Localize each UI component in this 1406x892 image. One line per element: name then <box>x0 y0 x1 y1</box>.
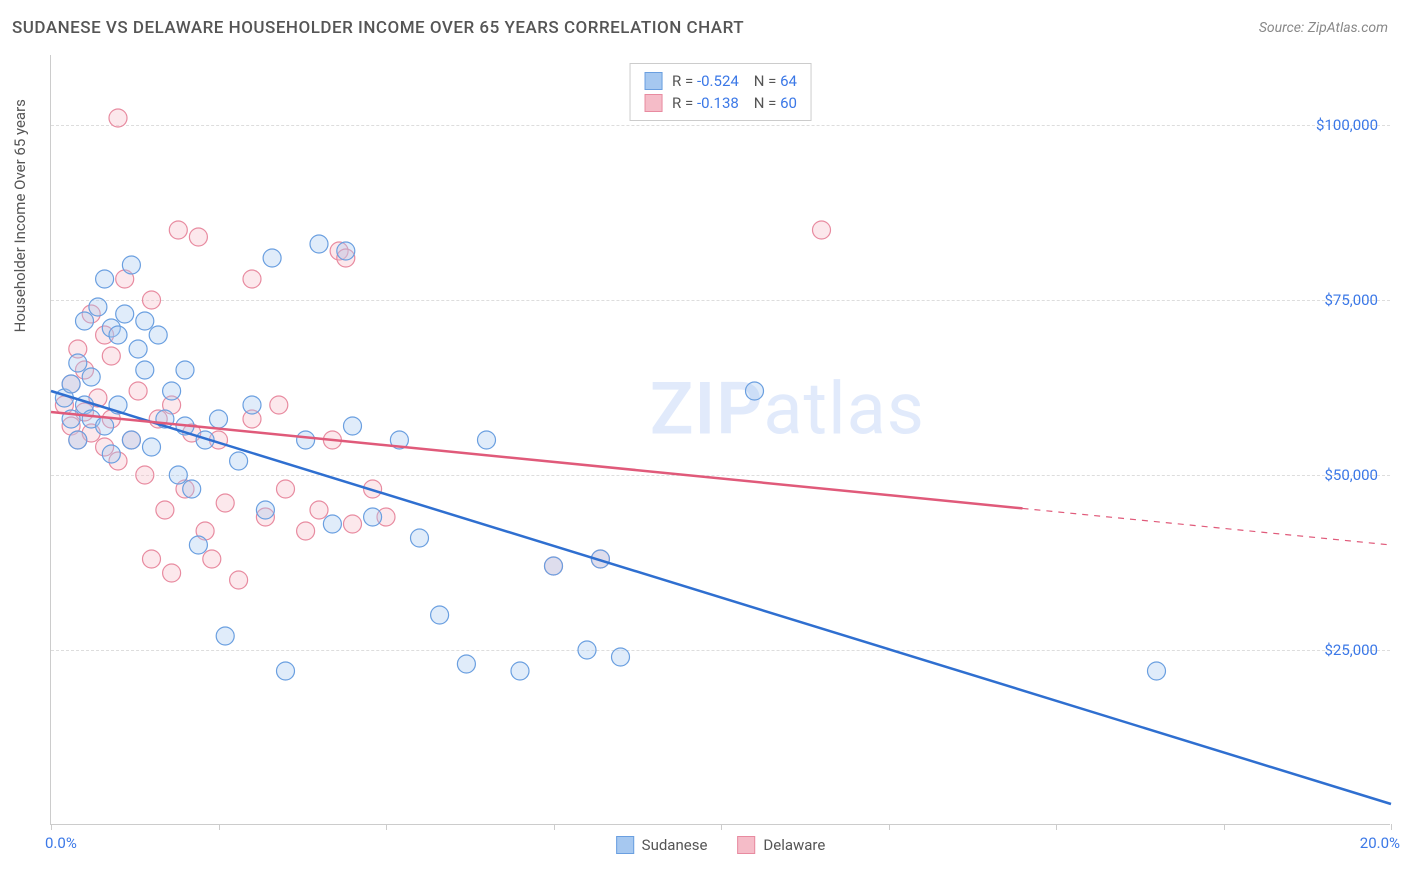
scatter-point <box>163 382 181 400</box>
scatter-point <box>337 242 355 260</box>
scatter-point <box>176 361 194 379</box>
scatter-point <box>183 480 201 498</box>
x-tick-mark <box>721 824 722 830</box>
scatter-point <box>746 382 764 400</box>
scatter-point <box>323 515 341 533</box>
y-axis-label: Householder Income Over 65 years <box>11 99 29 332</box>
x-tick-mark <box>554 824 555 830</box>
plot-svg <box>51 55 1390 824</box>
regression-line-dashed <box>1023 508 1392 545</box>
plot-area: ZIPatlas $25,000$50,000$75,000$100,000 0… <box>50 55 1390 825</box>
regression-line <box>51 391 1391 804</box>
scatter-point <box>1148 662 1166 680</box>
scatter-point <box>189 536 207 554</box>
series-legend-item-0: Sudanese <box>616 836 708 854</box>
x-tick-mark <box>1056 824 1057 830</box>
x-tick-mark <box>1224 824 1225 830</box>
series-legend: Sudanese Delaware <box>616 836 826 854</box>
scatter-point <box>297 431 315 449</box>
series-legend-item-1: Delaware <box>737 836 825 854</box>
x-tick-mark <box>386 824 387 830</box>
scatter-point <box>76 312 94 330</box>
scatter-point <box>216 494 234 512</box>
x-tick-mark <box>51 824 52 830</box>
scatter-point <box>69 354 87 372</box>
x-tick-mark <box>889 824 890 830</box>
scatter-point <box>109 109 127 127</box>
scatter-point <box>169 221 187 239</box>
scatter-point <box>545 557 563 575</box>
scatter-point <box>102 347 120 365</box>
scatter-point <box>230 571 248 589</box>
scatter-point <box>203 550 221 568</box>
scatter-point <box>277 662 295 680</box>
scatter-point <box>210 410 228 428</box>
scatter-point <box>243 270 261 288</box>
x-axis-label-min: 0.0% <box>45 834 77 852</box>
scatter-point <box>216 627 234 645</box>
scatter-point <box>122 256 140 274</box>
scatter-point <box>143 438 161 456</box>
x-tick-mark <box>219 824 220 830</box>
scatter-point <box>136 466 154 484</box>
x-tick-mark <box>1391 824 1392 830</box>
scatter-point <box>511 662 529 680</box>
scatter-point <box>256 501 274 519</box>
scatter-point <box>149 326 167 344</box>
scatter-point <box>364 508 382 526</box>
scatter-point <box>813 221 831 239</box>
scatter-point <box>109 326 127 344</box>
scatter-point <box>230 452 248 470</box>
scatter-point <box>156 501 174 519</box>
scatter-point <box>612 648 630 666</box>
scatter-point <box>143 291 161 309</box>
scatter-point <box>263 249 281 267</box>
scatter-point <box>457 655 475 673</box>
scatter-point <box>96 417 114 435</box>
scatter-point <box>169 466 187 484</box>
scatter-point <box>129 382 147 400</box>
scatter-point <box>136 361 154 379</box>
scatter-point <box>82 368 100 386</box>
scatter-point <box>411 529 429 547</box>
scatter-point <box>89 298 107 316</box>
series-legend-swatch-delaware <box>737 836 755 854</box>
chart-source: Source: ZipAtlas.com <box>1259 20 1388 36</box>
scatter-point <box>136 312 154 330</box>
scatter-point <box>478 431 496 449</box>
chart-container: SUDANESE VS DELAWARE HOUSEHOLDER INCOME … <box>0 0 1406 892</box>
scatter-point <box>310 501 328 519</box>
scatter-point <box>344 417 362 435</box>
scatter-point <box>62 375 80 393</box>
scatter-point <box>163 564 181 582</box>
scatter-point <box>69 431 87 449</box>
scatter-point <box>578 641 596 659</box>
scatter-point <box>270 396 288 414</box>
x-axis-label-max: 20.0% <box>1360 834 1400 852</box>
scatter-point <box>277 480 295 498</box>
scatter-point <box>96 270 114 288</box>
scatter-point <box>102 445 120 463</box>
scatter-point <box>431 606 449 624</box>
series-legend-swatch-sudanese <box>616 836 634 854</box>
series-legend-label-sudanese: Sudanese <box>642 836 708 854</box>
scatter-point <box>122 431 140 449</box>
scatter-point <box>310 235 328 253</box>
scatter-point <box>297 522 315 540</box>
series-legend-label-delaware: Delaware <box>763 836 825 854</box>
scatter-point <box>344 515 362 533</box>
scatter-point <box>243 396 261 414</box>
scatter-point <box>143 550 161 568</box>
scatter-point <box>189 228 207 246</box>
scatter-point <box>129 340 147 358</box>
scatter-point <box>116 305 134 323</box>
chart-title: SUDANESE VS DELAWARE HOUSEHOLDER INCOME … <box>12 18 744 38</box>
